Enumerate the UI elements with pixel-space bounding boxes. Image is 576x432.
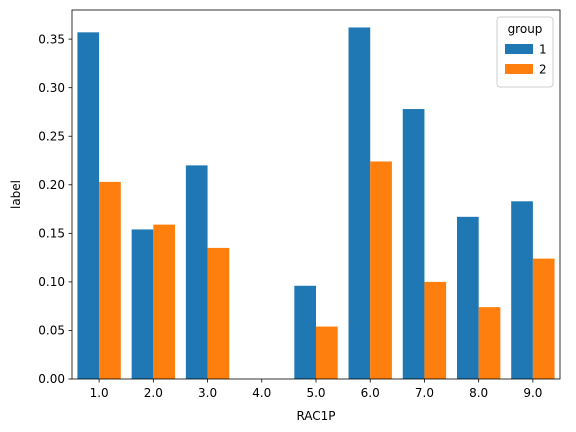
y-tick-label: 0.05: [38, 324, 65, 338]
bar-series-1-8.0: [456, 216, 479, 379]
bar-series-2-5.0: [316, 326, 338, 379]
x-tick-label: 7.0: [415, 386, 434, 400]
bar-series-1-2.0: [131, 229, 154, 379]
legend-label-2: 2: [539, 63, 547, 77]
bar-series-1-5.0: [294, 285, 316, 379]
bar-series-1-6.0: [348, 27, 371, 379]
x-axis-label: RAC1P: [296, 409, 335, 423]
legend-swatch-1: [505, 44, 533, 54]
y-tick-label: 0.20: [38, 178, 65, 192]
x-tick-label: 1.0: [90, 386, 109, 400]
bar-series-1-7.0: [402, 109, 425, 380]
bar-series-1-9.0: [511, 201, 533, 379]
bar-series-2-9.0: [532, 258, 555, 379]
x-tick-label: 4.0: [252, 386, 271, 400]
y-tick-label: 0.25: [38, 129, 65, 143]
x-tick-label: 3.0: [198, 386, 217, 400]
plot-area: 1.0 2.0 3.0 4.0 5.0 6.0 7.0 8.0 9.0 0.00 0.05 0.10 0…: [38, 9, 561, 400]
legend: group 1 2: [496, 16, 554, 88]
y-tick-label: 0.35: [38, 32, 65, 46]
x-tick-label: 9.0: [523, 386, 542, 400]
bar-series-1-1.0: [77, 32, 100, 379]
y-axis-label: label: [9, 180, 23, 209]
legend-title: group: [508, 22, 543, 36]
x-tick-label: 8.0: [469, 386, 488, 400]
y-tick-label: 0.00: [38, 372, 65, 386]
y-tick-label: 0.15: [38, 227, 65, 241]
y-tick-label: 0.10: [38, 275, 65, 289]
legend-label-1: 1: [539, 43, 547, 57]
x-tick-label: 6.0: [361, 386, 380, 400]
bar-series-2-7.0: [424, 281, 447, 379]
y-tick-label: 0.30: [38, 81, 65, 95]
x-tick-label: 5.0: [306, 386, 325, 400]
bar-series-1-3.0: [185, 165, 208, 379]
legend-swatch-2: [505, 64, 533, 74]
bar-series-2-3.0: [207, 247, 230, 379]
bar-series-2-2.0: [153, 224, 176, 379]
bar-series-2-6.0: [370, 161, 392, 379]
bar-series-2-8.0: [478, 307, 501, 379]
bar-series-2-1.0: [99, 181, 121, 379]
x-tick-label: 2.0: [144, 386, 163, 400]
